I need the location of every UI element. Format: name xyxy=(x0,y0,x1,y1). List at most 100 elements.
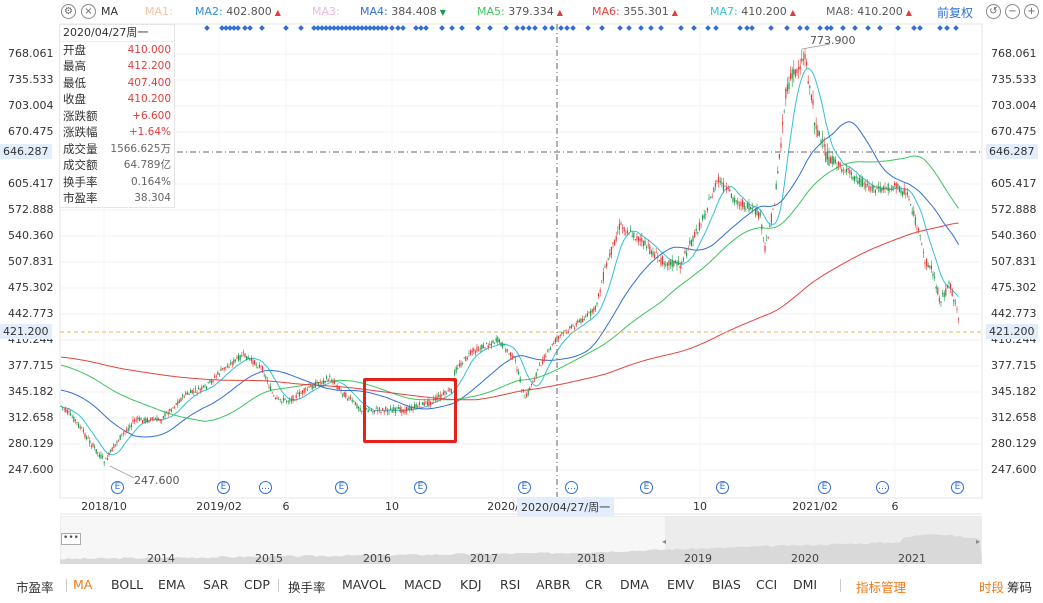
candle xyxy=(921,243,923,245)
candle xyxy=(476,346,478,352)
settings-gear-icon[interactable]: ⚙ xyxy=(61,4,76,19)
tab-10[interactable]: RSI xyxy=(500,577,521,592)
candle xyxy=(209,380,211,382)
candle xyxy=(804,53,806,59)
event-dot xyxy=(389,25,395,31)
event-dot xyxy=(375,25,381,31)
candle xyxy=(788,82,790,90)
earnings-event-icon[interactable]: E xyxy=(335,481,348,494)
candle xyxy=(770,213,772,223)
tab-8[interactable]: MACD xyxy=(404,577,442,592)
candle xyxy=(871,185,873,192)
candle xyxy=(378,407,380,410)
close-icon[interactable]: × xyxy=(81,4,96,19)
zoom-in-icon[interactable]: + xyxy=(1024,4,1039,19)
event-dot xyxy=(363,25,369,31)
earnings-event-icon[interactable]: E xyxy=(818,481,831,494)
tab-4[interactable]: SAR xyxy=(203,577,229,592)
candle xyxy=(334,381,336,384)
candle xyxy=(86,436,88,440)
candle xyxy=(90,446,92,448)
candle xyxy=(708,198,710,200)
y-tick-label: 345.182 xyxy=(8,385,54,398)
navigator-menu-icon[interactable]: ••• xyxy=(61,533,81,545)
navigator-handle-icon[interactable]: ◂ xyxy=(662,537,666,546)
info-value: 64.789亿 xyxy=(123,159,171,171)
y-tick-label: 540.360 xyxy=(991,229,1037,242)
candle xyxy=(370,409,372,411)
y-tick-label: 768.061 xyxy=(8,47,54,60)
candle xyxy=(494,342,496,344)
candle xyxy=(418,402,420,405)
candle xyxy=(612,242,614,244)
candle xyxy=(686,252,688,257)
candle xyxy=(540,365,542,367)
event-dot xyxy=(817,25,823,31)
event-dot xyxy=(784,25,790,31)
candle xyxy=(319,382,321,383)
candle xyxy=(119,434,121,440)
more-events-icon[interactable]: … xyxy=(876,481,889,494)
info-label: 开盘 xyxy=(63,42,86,57)
reset-icon[interactable]: ↺ xyxy=(986,4,1001,19)
candle xyxy=(924,262,926,264)
candle xyxy=(289,400,291,402)
earnings-event-icon[interactable]: E xyxy=(414,481,427,494)
candle xyxy=(692,236,694,242)
info-value: +1.64% xyxy=(128,126,171,138)
candle xyxy=(159,419,161,422)
candle xyxy=(551,343,553,345)
tab-5[interactable]: CDP xyxy=(244,577,270,592)
more-events-icon[interactable]: … xyxy=(565,481,578,494)
candle xyxy=(650,251,652,254)
tab-7[interactable]: MAVOL xyxy=(342,577,386,592)
zoom-out-icon[interactable]: − xyxy=(1005,4,1020,19)
tab-9[interactable]: KDJ xyxy=(460,577,482,592)
info-value: 410.200 xyxy=(127,93,171,105)
tab-18[interactable]: 指标管理 xyxy=(856,580,907,595)
candle xyxy=(294,400,296,401)
candle xyxy=(330,381,332,382)
tab-13[interactable]: DMA xyxy=(620,577,649,592)
candle xyxy=(340,389,342,391)
tab-20[interactable]: 筹码 xyxy=(1007,580,1033,595)
candle xyxy=(519,378,521,383)
x-tick-label: 10 xyxy=(385,500,399,513)
ma-line xyxy=(60,155,959,422)
tab-6[interactable]: 换手率 xyxy=(288,580,326,595)
candle xyxy=(401,409,403,413)
tab-2[interactable]: BOLL xyxy=(111,577,144,592)
tab-14[interactable]: EMV xyxy=(667,577,695,592)
earnings-event-icon[interactable]: E xyxy=(951,481,964,494)
candle xyxy=(487,345,489,348)
candle xyxy=(73,416,75,422)
tab-12[interactable]: CR xyxy=(585,577,603,592)
earnings-event-icon[interactable]: E xyxy=(518,481,531,494)
tab-16[interactable]: CCI xyxy=(756,577,778,592)
more-events-icon[interactable]: … xyxy=(259,481,272,494)
indicator-name: MA xyxy=(101,5,119,18)
candle xyxy=(634,239,636,240)
candle xyxy=(431,402,433,404)
info-row: 涨跌额 +6.600 xyxy=(60,108,174,125)
tab-0[interactable]: 市盈率 xyxy=(16,580,54,595)
y-tick-label: 703.004 xyxy=(8,99,54,112)
candle xyxy=(316,381,318,384)
navigator-handle-icon[interactable]: ▸ xyxy=(976,537,980,546)
tab-17[interactable]: DMI xyxy=(793,577,818,592)
tab-1[interactable]: MA xyxy=(73,577,93,592)
tab-3[interactable]: EMA xyxy=(158,577,186,592)
tab-11[interactable]: ARBR xyxy=(536,577,571,592)
earnings-event-icon[interactable]: E xyxy=(716,481,729,494)
candle xyxy=(740,202,742,207)
range-navigator[interactable]: ◂ ▸ xyxy=(60,516,982,564)
candle xyxy=(446,393,448,395)
tab-19[interactable]: 时段 xyxy=(979,580,1005,595)
earnings-event-icon[interactable]: E xyxy=(217,481,230,494)
adjust-type-button[interactable]: 前复权 xyxy=(936,6,973,20)
tab-15[interactable]: BIAS xyxy=(712,577,741,592)
earnings-event-icon[interactable]: E xyxy=(640,481,653,494)
candle xyxy=(114,443,116,445)
earnings-event-icon[interactable]: E xyxy=(111,481,124,494)
